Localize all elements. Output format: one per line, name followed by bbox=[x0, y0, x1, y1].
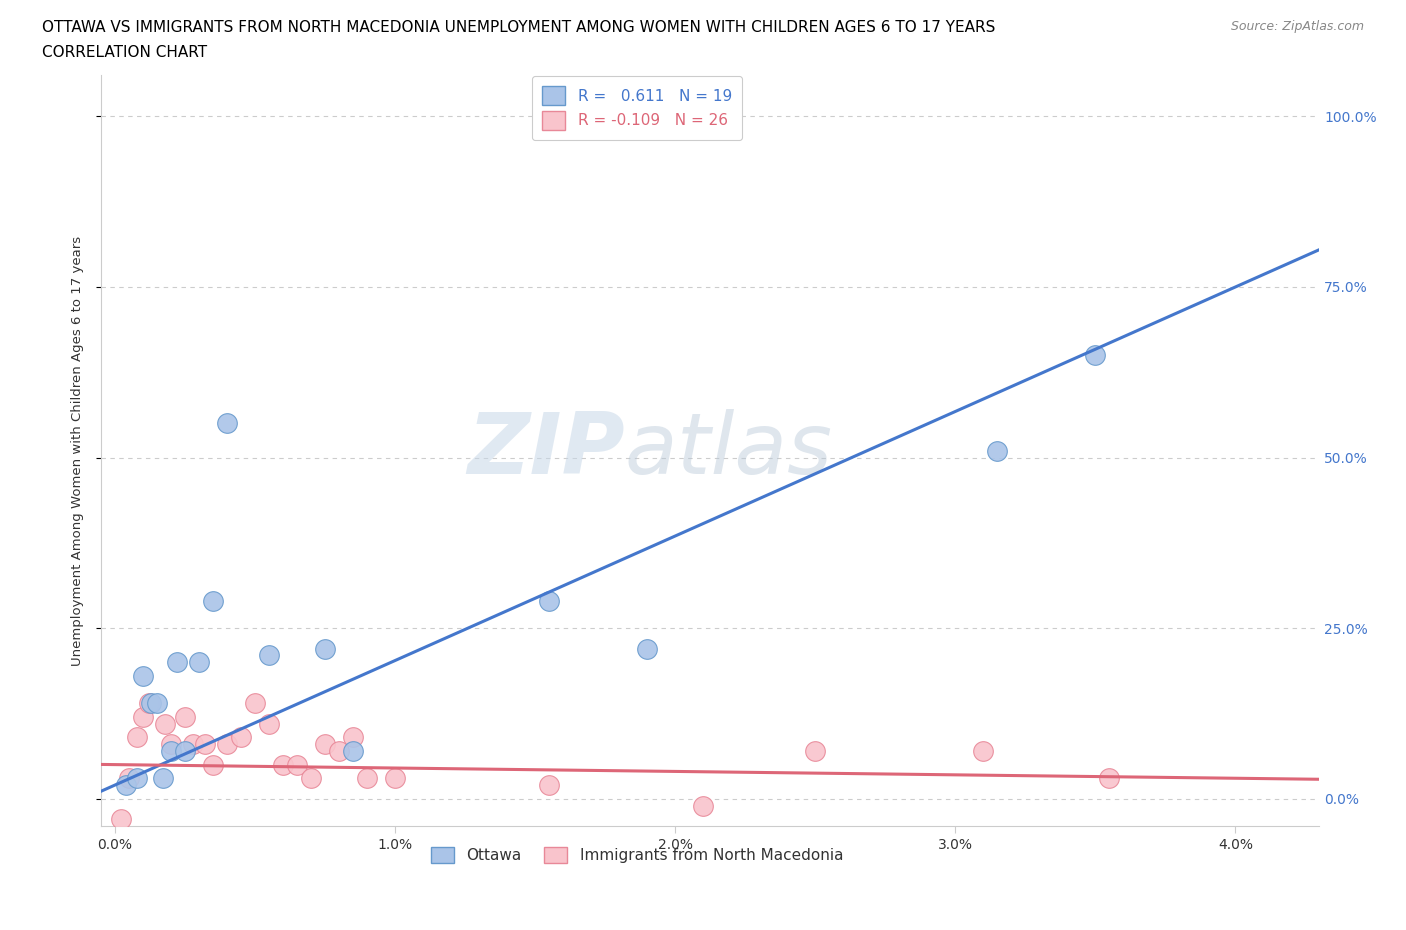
Point bbox=[155, 716, 177, 731]
Point bbox=[342, 730, 364, 745]
Point bbox=[127, 771, 149, 786]
Point bbox=[342, 743, 364, 758]
Point bbox=[243, 696, 266, 711]
Point bbox=[229, 730, 252, 745]
Point bbox=[166, 655, 188, 670]
Point bbox=[538, 593, 561, 608]
Point bbox=[328, 743, 350, 758]
Point bbox=[201, 593, 224, 608]
Legend: Ottawa, Immigrants from North Macedonia: Ottawa, Immigrants from North Macedonia bbox=[423, 840, 851, 870]
Point bbox=[314, 737, 336, 751]
Point bbox=[193, 737, 215, 751]
Point bbox=[152, 771, 174, 786]
Point bbox=[115, 777, 138, 792]
Point bbox=[110, 812, 132, 827]
Y-axis label: Unemployment Among Women with Children Ages 6 to 17 years: Unemployment Among Women with Children A… bbox=[72, 235, 84, 666]
Point bbox=[356, 771, 378, 786]
Point bbox=[127, 730, 149, 745]
Point bbox=[160, 737, 183, 751]
Point bbox=[174, 743, 197, 758]
Point bbox=[188, 655, 211, 670]
Point bbox=[986, 444, 1008, 458]
Point bbox=[972, 743, 994, 758]
Point bbox=[215, 737, 238, 751]
Point bbox=[692, 798, 714, 813]
Point bbox=[384, 771, 406, 786]
Point bbox=[257, 648, 280, 663]
Point bbox=[285, 757, 308, 772]
Point bbox=[636, 641, 658, 656]
Point bbox=[160, 743, 183, 758]
Text: atlas: atlas bbox=[624, 409, 832, 492]
Point bbox=[1084, 348, 1107, 363]
Text: Source: ZipAtlas.com: Source: ZipAtlas.com bbox=[1230, 20, 1364, 33]
Point bbox=[215, 416, 238, 431]
Text: OTTAWA VS IMMIGRANTS FROM NORTH MACEDONIA UNEMPLOYMENT AMONG WOMEN WITH CHILDREN: OTTAWA VS IMMIGRANTS FROM NORTH MACEDONI… bbox=[42, 20, 995, 35]
Point bbox=[174, 710, 197, 724]
Point bbox=[538, 777, 561, 792]
Point bbox=[804, 743, 827, 758]
Text: ZIP: ZIP bbox=[467, 409, 624, 492]
Point bbox=[201, 757, 224, 772]
Point bbox=[314, 641, 336, 656]
Point bbox=[183, 737, 205, 751]
Point bbox=[118, 771, 141, 786]
Point bbox=[141, 696, 163, 711]
Point bbox=[271, 757, 294, 772]
Point bbox=[299, 771, 322, 786]
Point bbox=[146, 696, 169, 711]
Point bbox=[132, 710, 155, 724]
Point bbox=[132, 669, 155, 684]
Text: CORRELATION CHART: CORRELATION CHART bbox=[42, 45, 207, 60]
Point bbox=[138, 696, 160, 711]
Point bbox=[1098, 771, 1121, 786]
Point bbox=[257, 716, 280, 731]
